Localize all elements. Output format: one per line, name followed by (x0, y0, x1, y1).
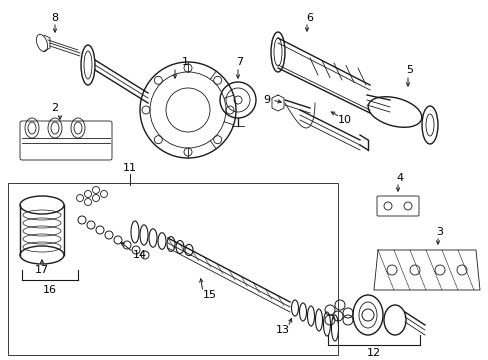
Text: 14: 14 (133, 250, 147, 260)
Text: 4: 4 (396, 173, 403, 183)
Bar (8, 183, 337, 355)
Text: 12: 12 (366, 348, 380, 358)
Text: 6: 6 (306, 13, 313, 23)
Text: 15: 15 (203, 290, 217, 300)
Text: 11: 11 (123, 163, 137, 173)
Text: 8: 8 (51, 13, 59, 23)
Text: 1: 1 (181, 57, 188, 67)
Text: 13: 13 (275, 325, 289, 335)
Text: 5: 5 (406, 65, 413, 75)
Text: 2: 2 (51, 103, 59, 113)
Text: 3: 3 (436, 227, 443, 237)
Text: 9: 9 (263, 95, 269, 105)
Text: 17: 17 (35, 265, 49, 275)
Text: 10: 10 (337, 115, 351, 125)
Text: 7: 7 (236, 57, 243, 67)
Text: 16: 16 (43, 285, 57, 295)
